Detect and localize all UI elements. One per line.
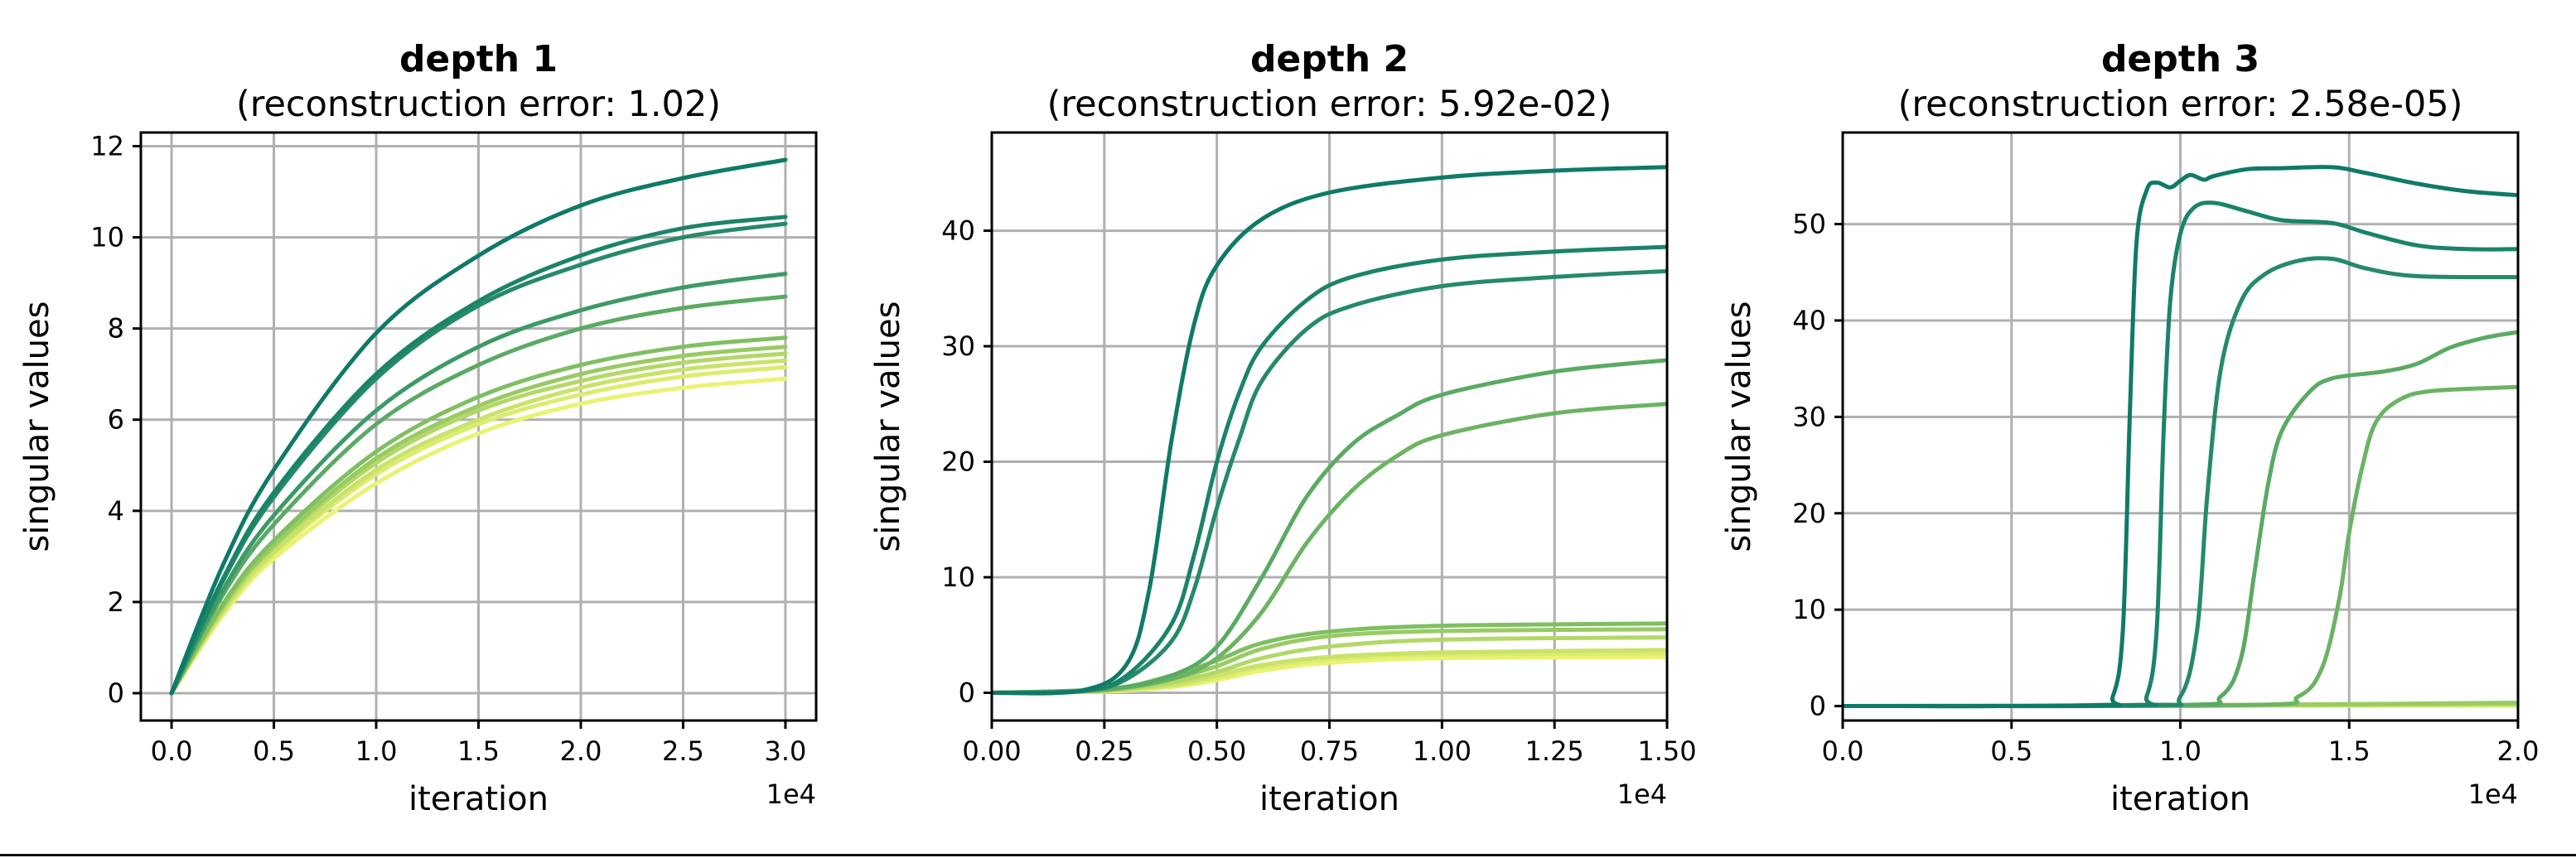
series-line-1 xyxy=(1843,165,2518,709)
x-tick-label: 0.0 xyxy=(1822,735,1864,767)
x-tick-label: 1.50 xyxy=(1637,735,1696,767)
chart-subtitle: (reconstruction error: 1.02) xyxy=(236,84,721,125)
y-tick-label: 0 xyxy=(108,677,124,709)
chart-panel-3: 0.0 0.5 1.0 1.5 2.0 0 10 20 30 40 50 depth 3(recons… xyxy=(1720,38,2539,818)
y-tick-label: 6 xyxy=(108,404,124,436)
chart-panel-2: 0.00 0.25 0.50 0.75 1.00 1.25 1.50 0 10 20 30 40 dep… xyxy=(869,38,1697,818)
x-tick-label: 0.75 xyxy=(1300,735,1359,767)
series-line-1 xyxy=(169,157,788,696)
y-tick-label: 20 xyxy=(1792,498,1826,529)
series-group xyxy=(169,157,788,696)
x-axis-label: iteration xyxy=(1259,780,1399,818)
x-axis-label: iteration xyxy=(2110,780,2250,818)
x-tick-label: 1.5 xyxy=(2328,735,2371,767)
chart-panel-1: 0.0 0.5 1.0 1.5 2.0 2.5 3.0 0 2 4 6 8 10 12 depth 1(re… xyxy=(18,38,818,818)
x-tick-label: 1.0 xyxy=(355,735,398,767)
y-tick-label: 30 xyxy=(941,330,975,362)
y-tick-label: 0 xyxy=(959,677,975,709)
x-tick-label: 0.25 xyxy=(1075,735,1133,767)
y-tick-label: 10 xyxy=(90,222,124,253)
chart-title: depth 3 xyxy=(2101,38,2259,80)
x-offset-label: 1e4 xyxy=(1617,778,1667,810)
series-line-1 xyxy=(992,165,1667,696)
y-tick-label: 12 xyxy=(90,131,124,162)
x-tick-label: 2.0 xyxy=(560,735,602,767)
x-tick-label: 1.00 xyxy=(1413,735,1472,767)
series-group xyxy=(1843,165,2518,709)
y-tick-label: 40 xyxy=(941,215,975,247)
y-tick-label: 8 xyxy=(108,313,124,345)
series-line-3 xyxy=(1843,256,2518,709)
x-tick-label: 0.5 xyxy=(1990,735,2032,767)
series-line-4 xyxy=(1843,330,2518,709)
y-tick-label: 2 xyxy=(108,586,124,618)
chart-title: depth 1 xyxy=(399,38,558,80)
x-tick-label: 0.5 xyxy=(253,735,295,767)
x-tick-label: 1.5 xyxy=(457,735,500,767)
x-tick-label: 0.50 xyxy=(1187,735,1246,767)
chart-subtitle: (reconstruction error: 5.92e-02) xyxy=(1047,84,1612,125)
y-axis-label: singular values xyxy=(1720,301,1758,552)
x-tick-label: 1.0 xyxy=(2159,735,2201,767)
x-tick-label: 0.0 xyxy=(151,735,193,767)
y-tick-label: 20 xyxy=(941,446,975,478)
series-line-4 xyxy=(992,358,1667,695)
x-tick-label: 2.0 xyxy=(2497,735,2540,767)
x-offset-label: 1e4 xyxy=(766,778,816,810)
y-tick-label: 30 xyxy=(1792,401,1826,432)
x-tick-label: 1.25 xyxy=(1525,735,1584,767)
series-group xyxy=(992,165,1667,696)
y-axis-label: singular values xyxy=(869,301,907,552)
series-line-3 xyxy=(992,268,1667,695)
x-tick-label: 3.0 xyxy=(765,735,807,767)
x-offset-label: 1e4 xyxy=(2468,778,2518,810)
y-axis-label: singular values xyxy=(18,301,56,552)
y-tick-label: 10 xyxy=(941,562,975,593)
y-tick-label: 0 xyxy=(1810,691,1826,722)
series-line-2 xyxy=(169,214,788,696)
y-tick-label: 40 xyxy=(1792,305,1826,336)
chart-subtitle: (reconstruction error: 2.58e-05) xyxy=(1898,84,2463,125)
series-line-6 xyxy=(169,335,788,696)
x-axis-label: iteration xyxy=(408,780,549,818)
y-tick-label: 10 xyxy=(1792,594,1826,625)
series-line-4 xyxy=(169,272,788,696)
x-tick-label: 2.5 xyxy=(662,735,704,767)
series-line-2 xyxy=(1843,200,2518,709)
series-line-5 xyxy=(169,294,788,696)
chart-title: depth 2 xyxy=(1250,38,1409,80)
x-tick-label: 0.00 xyxy=(962,735,1021,767)
y-tick-label: 4 xyxy=(108,495,124,527)
series-line-2 xyxy=(992,244,1667,696)
y-tick-label: 50 xyxy=(1792,209,1826,240)
bottom-rule xyxy=(0,854,2576,856)
